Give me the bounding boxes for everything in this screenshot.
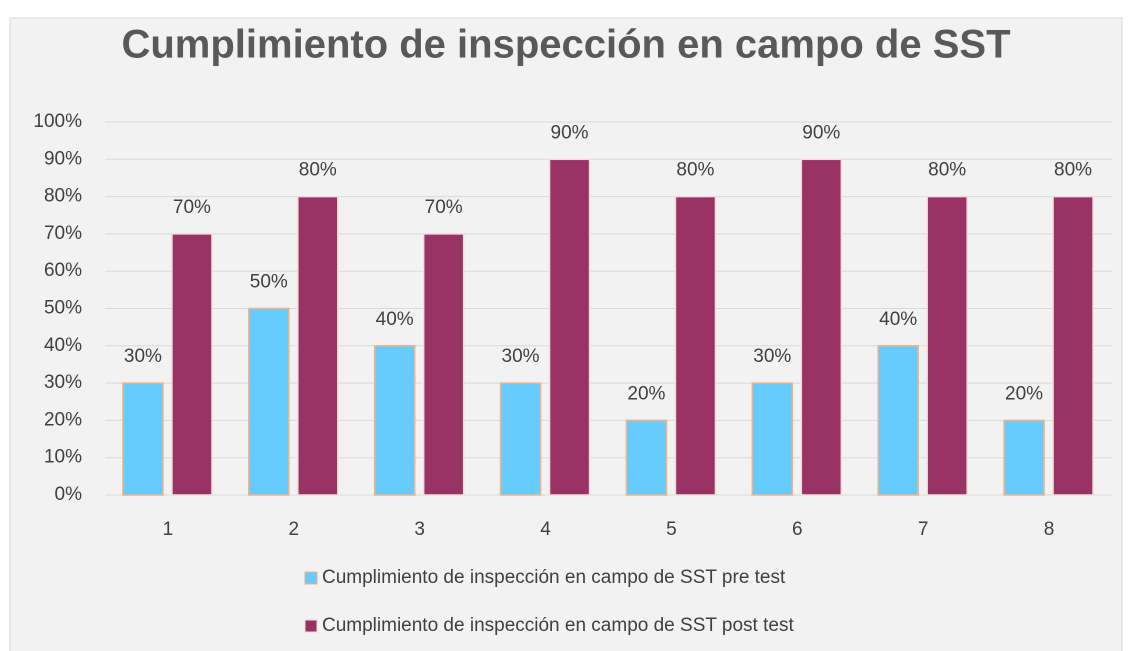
legend-swatch <box>304 571 318 585</box>
bar <box>674 195 717 496</box>
bar <box>297 195 339 496</box>
legend-label: Cumplimiento de inspección en campo de S… <box>322 567 786 588</box>
bar <box>751 382 794 496</box>
data-label: 90% <box>551 122 589 143</box>
x-tick-label: 6 <box>792 519 803 540</box>
bar <box>800 158 843 496</box>
y-tick-label: 60% <box>44 260 82 281</box>
y-tick-label: 70% <box>44 223 82 244</box>
data-label: 70% <box>173 197 211 218</box>
data-label: 40% <box>879 309 917 330</box>
x-tick-label: 7 <box>918 519 929 540</box>
y-tick-label: 80% <box>44 186 82 207</box>
bar <box>1003 419 1045 496</box>
y-tick-label: 0% <box>55 484 83 505</box>
bar <box>1052 195 1094 496</box>
data-label: 40% <box>376 309 414 330</box>
y-tick-label: 10% <box>44 447 82 468</box>
x-tick-label: 2 <box>289 519 300 540</box>
x-tick-label: 3 <box>414 519 425 540</box>
data-label: 90% <box>802 122 840 143</box>
y-tick-label: 40% <box>44 335 82 356</box>
data-label: 80% <box>676 160 714 181</box>
y-tick-label: 30% <box>44 372 82 393</box>
data-label: 80% <box>928 160 966 181</box>
y-tick-label: 50% <box>44 298 82 319</box>
chart-title: Cumplimiento de inspección en campo de S… <box>121 23 1010 67</box>
data-label: 70% <box>425 197 463 218</box>
y-tick-label: 20% <box>44 409 82 430</box>
data-label: 50% <box>250 272 288 293</box>
data-label: 80% <box>299 160 337 181</box>
y-tick-label: 100% <box>33 111 82 132</box>
bar <box>548 158 591 496</box>
bar <box>122 382 164 496</box>
x-tick-label: 5 <box>666 519 677 540</box>
y-tick-label: 90% <box>44 148 82 169</box>
legend-label: Cumplimiento de inspección en campo de S… <box>322 615 794 636</box>
data-label: 80% <box>1054 160 1092 181</box>
data-label: 30% <box>502 346 540 367</box>
bar <box>625 419 668 496</box>
data-label: 20% <box>1005 383 1043 404</box>
legend-swatch <box>304 619 318 633</box>
data-label: 30% <box>124 346 162 367</box>
data-label: 20% <box>627 383 665 404</box>
bar <box>171 233 213 496</box>
bar <box>422 233 465 496</box>
x-tick-label: 1 <box>163 519 174 540</box>
bar <box>926 195 968 496</box>
x-tick-label: 8 <box>1044 519 1055 540</box>
bar <box>499 382 542 496</box>
x-tick-label: 4 <box>540 519 551 540</box>
data-label: 30% <box>753 346 791 367</box>
bar <box>248 307 290 496</box>
bar <box>877 345 919 496</box>
bar <box>373 345 416 496</box>
